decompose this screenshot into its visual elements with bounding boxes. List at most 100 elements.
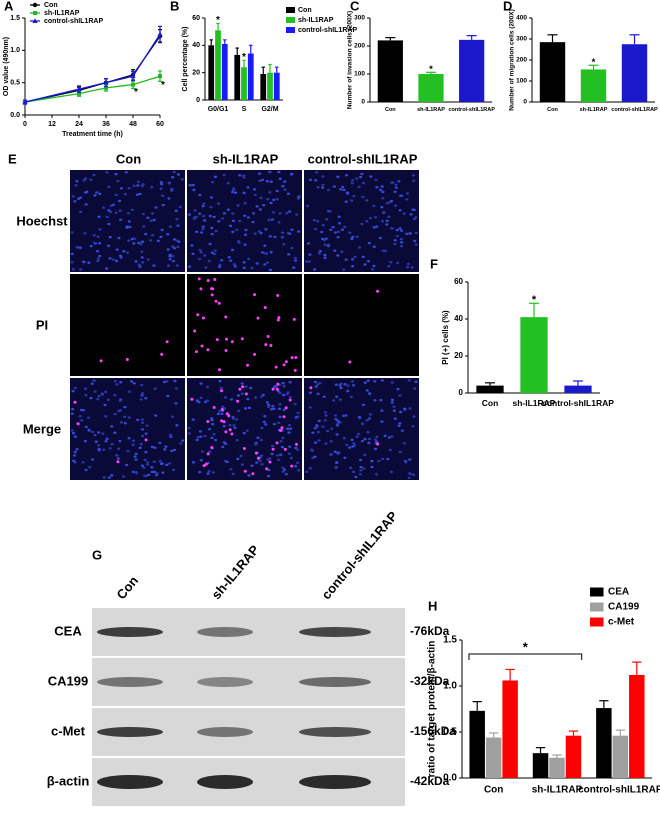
- nucleus: [170, 175, 175, 179]
- annotation: *: [592, 57, 596, 68]
- series-line: [24, 33, 161, 103]
- pi-cell: [254, 451, 258, 455]
- nucleus: [172, 259, 176, 263]
- pi-cell: [213, 277, 217, 281]
- pi-cell: [274, 365, 278, 369]
- nucleus: [128, 225, 132, 229]
- nucleus: [324, 414, 328, 417]
- nucleus: [213, 175, 218, 179]
- nucleus: [351, 384, 356, 387]
- nucleus: [277, 421, 281, 425]
- nucleus: [208, 450, 212, 453]
- nucleus: [138, 446, 142, 450]
- nucleus: [171, 254, 175, 258]
- pi-cell: [76, 422, 80, 426]
- nucleus: [288, 232, 292, 235]
- nucleus: [211, 471, 215, 474]
- nucleus: [394, 183, 398, 186]
- nucleus: [73, 435, 77, 438]
- bracket: [468, 653, 583, 660]
- nucleus: [250, 266, 254, 270]
- nucleus: [131, 439, 136, 442]
- nucleus: [398, 227, 402, 230]
- nucleus: [149, 219, 153, 223]
- nucleus: [285, 392, 289, 396]
- nucleus: [336, 254, 340, 257]
- nucleus: [287, 253, 291, 256]
- nucleus: [207, 259, 211, 263]
- pi-cell: [265, 467, 269, 471]
- nucleus: [358, 473, 363, 476]
- pi-cell: [283, 447, 287, 451]
- nucleus: [166, 233, 170, 236]
- nucleus: [84, 425, 88, 429]
- nucleus: [174, 209, 178, 213]
- nucleus: [373, 380, 377, 383]
- nucleus: [140, 464, 144, 467]
- legend-swatch: [286, 7, 295, 13]
- nucleus: [95, 249, 100, 253]
- x-tick-label: Con: [482, 398, 499, 408]
- nucleus: [82, 179, 86, 182]
- nucleus: [132, 382, 136, 385]
- nucleus: [268, 268, 273, 272]
- y-tick-label: 0.5: [10, 80, 20, 87]
- x-axis-label: Treatment time (h): [62, 131, 123, 138]
- nucleus: [313, 268, 317, 271]
- nucleus: [101, 206, 106, 209]
- nucleus: [412, 179, 416, 182]
- nucleus: [398, 450, 402, 454]
- pi-cell: [210, 293, 214, 297]
- nucleus: [212, 432, 216, 436]
- nucleus: [201, 225, 205, 228]
- nucleus: [144, 474, 148, 478]
- nucleus: [244, 228, 248, 232]
- pi-cell: [279, 429, 283, 433]
- nucleus: [363, 263, 367, 266]
- nucleus: [336, 235, 340, 239]
- x-tick-label: control-shIL1RAP: [542, 398, 614, 408]
- nucleus: [363, 437, 367, 441]
- x-tick-label: 36: [102, 121, 110, 128]
- nucleus: [198, 470, 202, 474]
- size-label: -156kDa: [410, 724, 456, 738]
- nucleus: [86, 416, 90, 419]
- nucleus: [123, 405, 127, 409]
- pi-cell: [277, 316, 281, 320]
- column-label: control-shIL1RAP: [308, 151, 418, 166]
- nucleus: [134, 458, 138, 461]
- nucleus: [102, 448, 106, 451]
- nucleus: [411, 473, 416, 477]
- nucleus: [187, 432, 191, 435]
- nucleus: [220, 412, 224, 415]
- nucleus: [212, 215, 216, 219]
- nucleus: [210, 180, 215, 184]
- nucleus: [342, 268, 346, 271]
- row-label: Hoechst: [16, 213, 68, 228]
- nucleus: [391, 181, 395, 184]
- nucleus: [348, 466, 353, 470]
- pi-cell: [197, 277, 201, 281]
- nucleus: [220, 405, 225, 408]
- nucleus: [318, 381, 322, 385]
- nucleus: [220, 259, 224, 262]
- nucleus: [71, 390, 75, 393]
- nucleus: [277, 407, 282, 410]
- nucleus: [127, 239, 131, 242]
- nucleus: [175, 264, 179, 267]
- nucleus: [137, 241, 141, 245]
- nucleus: [286, 427, 290, 431]
- nucleus: [106, 244, 111, 247]
- y-tick-label: 20: [454, 351, 463, 360]
- nucleus: [71, 407, 75, 411]
- nucleus: [150, 470, 154, 474]
- nucleus: [255, 262, 259, 265]
- nucleus: [406, 262, 411, 266]
- pi-cell: [251, 472, 255, 476]
- y-tick-label: 200: [516, 57, 527, 64]
- nucleus: [115, 248, 119, 251]
- nucleus: [201, 204, 205, 208]
- nucleus: [140, 418, 144, 421]
- bar: [612, 735, 629, 778]
- nucleus: [316, 430, 320, 434]
